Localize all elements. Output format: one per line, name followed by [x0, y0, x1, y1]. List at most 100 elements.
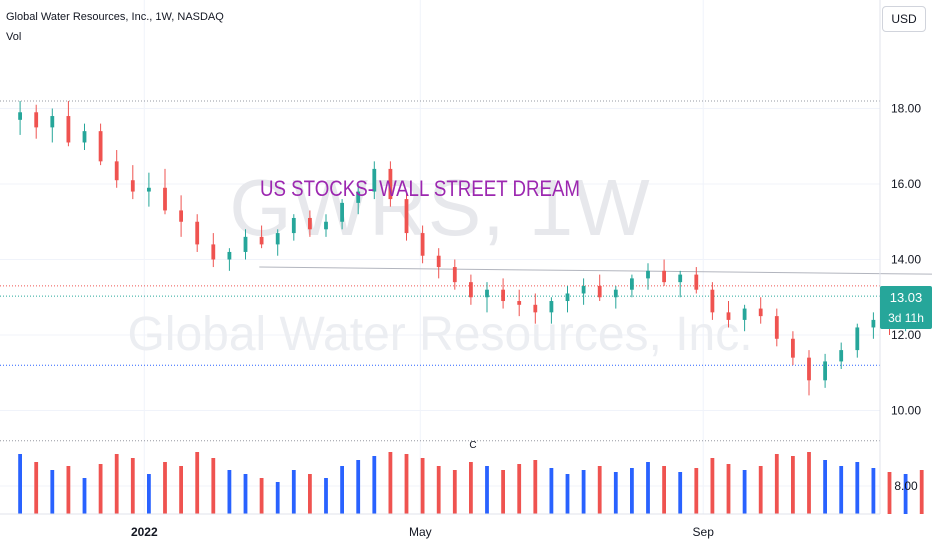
candle-body: [275, 233, 280, 245]
last-price-tag-bg: [880, 286, 932, 329]
volume-bar: [855, 462, 860, 514]
volume-bar: [613, 472, 618, 514]
volume-bar: [597, 466, 602, 514]
volume-bars: [18, 452, 924, 514]
volume-bar: [372, 456, 377, 514]
candle-body: [742, 308, 747, 320]
volume-bar: [388, 452, 393, 514]
volume-bar: [581, 470, 586, 514]
volume-bar: [82, 478, 87, 514]
watermark-symbol: GWRS, 1W: [229, 163, 650, 252]
watermark-company: Global Water Resources, Inc.: [127, 308, 752, 361]
volume-bar: [420, 458, 425, 514]
candle-body: [485, 289, 489, 298]
candle-body: [662, 270, 666, 283]
candle-body: [452, 267, 457, 283]
candle-body: [130, 180, 135, 192]
candle-body: [774, 316, 779, 339]
trendline: [259, 266, 932, 275]
candle-body: [308, 217, 312, 230]
x-tick-label: 2022: [131, 525, 158, 539]
candle-body: [807, 357, 811, 381]
candle-body: [436, 255, 441, 268]
volume-bar: [887, 472, 892, 514]
candle-body: [259, 236, 264, 245]
volume-bar: [469, 462, 473, 514]
volume-bar: [98, 464, 103, 514]
candle-body: [871, 319, 876, 328]
y-axis[interactable]: 18.00 16.00 14.00 12.00 10.00 8.00: [879, 0, 921, 514]
volume-bar: [163, 462, 167, 514]
volume-bar: [130, 458, 135, 514]
candle-body: [726, 312, 731, 320]
volume-bar: [823, 460, 827, 514]
chart-headline: US STOCKS- WALL STREET DREAM: [260, 176, 580, 201]
volume-bar: [18, 454, 22, 514]
candle-body: [469, 282, 473, 298]
last-price: 13.03: [890, 290, 923, 305]
currency-button[interactable]: USD: [882, 6, 926, 32]
volume-bar: [726, 464, 731, 514]
candle-body: [18, 112, 22, 120]
volume-bar: [807, 452, 811, 514]
candle-body: [597, 285, 602, 298]
volume-bar: [291, 470, 296, 514]
x-axis[interactable]: 2022MaySep2023MaySep2024MaySep2025MaySep: [0, 513, 932, 539]
candle-body: [404, 199, 409, 234]
volume-bar: [227, 470, 232, 514]
y-tick-label: 12.00: [891, 328, 921, 342]
volume-bar: [340, 466, 344, 514]
volume-bar: [871, 468, 876, 514]
grid: [0, 0, 880, 514]
volume-bar: [211, 458, 216, 514]
volume-bar: [308, 474, 312, 514]
watermark: GWRS, 1W Global Water Resources, Inc.: [127, 163, 752, 361]
x-tick-label: Sep: [693, 525, 715, 539]
candle-body: [565, 293, 570, 302]
y-tick-label: 8.00: [894, 479, 918, 493]
volume-bar: [694, 468, 699, 514]
candle-body: [694, 274, 699, 290]
reference-lines: [0, 100, 932, 442]
candle-body: [195, 221, 200, 245]
volume-bar: [710, 458, 715, 514]
volume-bar: [404, 454, 409, 514]
volume-bar: [501, 470, 505, 514]
candle-body: [855, 327, 860, 351]
candle-body: [758, 308, 763, 317]
candle-body: [581, 285, 586, 294]
volume-bar: [147, 474, 151, 514]
candle-body: [227, 251, 232, 260]
y-tick-label: 16.00: [891, 177, 921, 191]
volume-bar: [903, 474, 908, 514]
candle-body: [646, 270, 650, 279]
volume-bar: [839, 466, 844, 514]
volume-bar: [50, 470, 55, 514]
candle-body: [791, 338, 795, 358]
candles: [18, 100, 924, 396]
candle-body: [179, 210, 183, 222]
candle-body: [82, 131, 87, 143]
symbol-title: Global Water Resources, Inc., 1W, NASDAQ: [6, 11, 224, 23]
volume-bar: [791, 456, 795, 514]
candle-body: [630, 278, 634, 290]
candle-body: [114, 161, 119, 181]
volume-bar: [356, 460, 361, 514]
candle-body: [710, 289, 715, 313]
candle-body: [34, 112, 39, 128]
volume-bar: [452, 470, 457, 514]
candle-body: [340, 202, 344, 222]
volume-bar: [662, 466, 666, 514]
candle-body: [678, 274, 683, 283]
candle-body: [372, 168, 377, 192]
candle-body: [839, 350, 844, 362]
candle-body: [549, 301, 554, 313]
candle-body: [147, 187, 151, 192]
volume-bar: [436, 466, 441, 514]
volume-bar: [533, 460, 538, 514]
volume-bar: [485, 466, 489, 514]
volume-bar: [275, 482, 280, 514]
x-tick-label: May: [409, 525, 432, 539]
candle-body: [324, 221, 328, 230]
